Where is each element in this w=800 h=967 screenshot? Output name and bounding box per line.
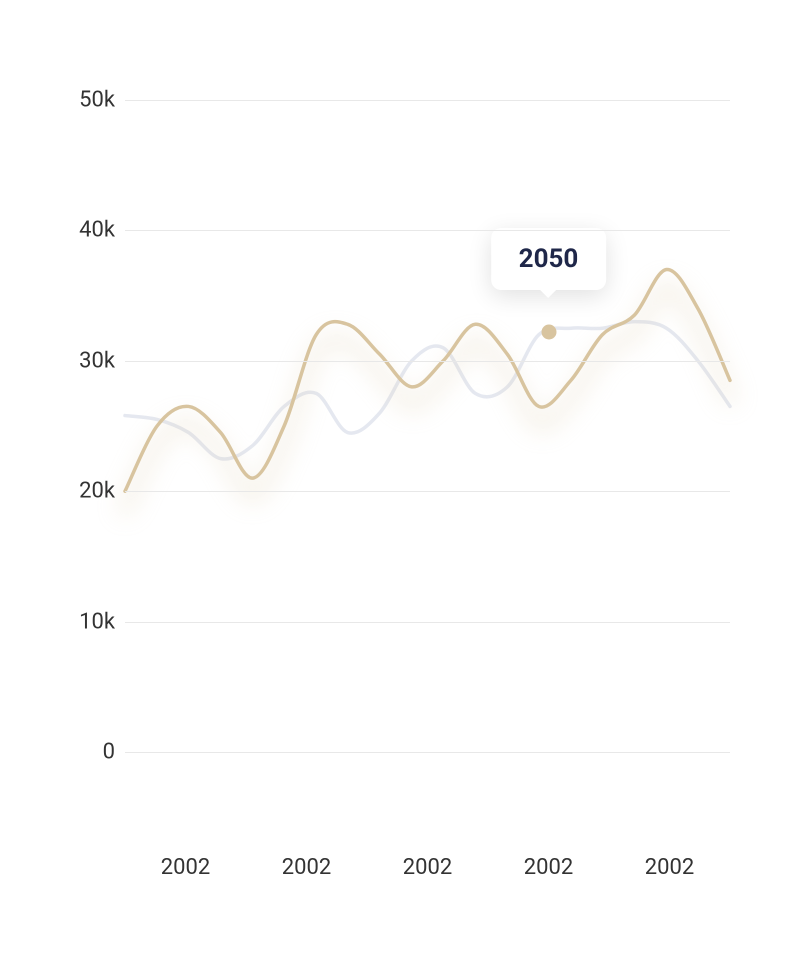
gridline xyxy=(125,361,730,362)
x-axis-label: 2002 xyxy=(403,855,452,880)
gridline xyxy=(125,752,730,753)
tooltip: 2050 xyxy=(491,228,607,290)
x-axis-label: 2002 xyxy=(524,855,573,880)
x-axis-label: 2002 xyxy=(645,855,694,880)
x-axis-label: 2002 xyxy=(282,855,331,880)
chart-svg xyxy=(125,100,730,752)
gridline xyxy=(125,622,730,623)
y-axis-label: 20k xyxy=(70,479,115,504)
gridline xyxy=(125,491,730,492)
y-axis-label: 10k xyxy=(70,609,115,634)
marker-dot xyxy=(541,325,556,340)
line-chart: 20022002200220022002 2050 010k20k30k40k5… xyxy=(70,100,730,800)
x-axis-label: 2002 xyxy=(161,855,210,880)
y-axis-label: 40k xyxy=(70,218,115,243)
y-axis-label: 50k xyxy=(70,88,115,113)
gridline xyxy=(125,100,730,101)
y-axis-label: 30k xyxy=(70,348,115,373)
y-axis-label: 0 xyxy=(70,740,115,765)
gridline xyxy=(125,230,730,231)
x-axis: 2002 2002 2002 2002 2002 xyxy=(125,855,730,880)
plot-area[interactable]: 2050 xyxy=(125,100,730,752)
series-shadow-primary xyxy=(125,287,730,509)
